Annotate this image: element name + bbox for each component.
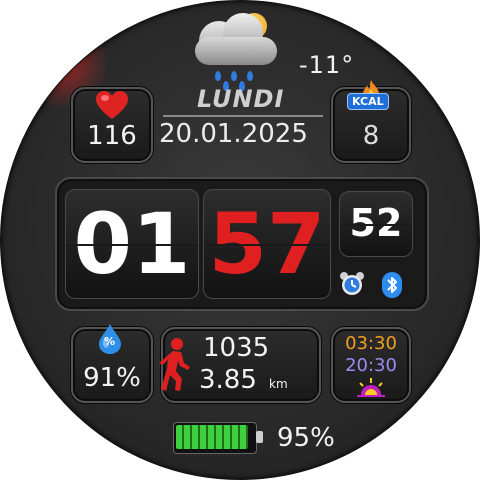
battery-fill (176, 425, 248, 449)
sunrise-time: 03:30 (345, 333, 397, 354)
heart-icon (95, 91, 129, 121)
sunrise-sunset-box[interactable]: 03:30 20:30 (331, 327, 411, 403)
distance-unit: km (269, 377, 288, 391)
temperature-value: -11° (299, 51, 355, 79)
heart-rate-box[interactable]: 116 (71, 87, 153, 163)
sunrise-icon (355, 377, 387, 397)
walking-person-icon (153, 337, 193, 393)
humidity-badge: % (104, 335, 116, 348)
humidity-value: 91% (83, 363, 141, 393)
activity-box[interactable]: 1035 3.85 km (159, 327, 321, 403)
minutes-tile[interactable]: 57 (203, 189, 331, 299)
minutes-flap-line (204, 244, 330, 246)
sunset-time: 20:30 (345, 355, 397, 376)
seconds-flap-line (340, 224, 412, 226)
water-drop-icon (97, 323, 123, 355)
seconds-tile[interactable]: 52 (339, 191, 413, 257)
heart-rate-value: 116 (87, 121, 137, 151)
alarm-clock-icon[interactable] (339, 271, 365, 297)
seconds-value: 52 (349, 201, 403, 245)
date-divider (163, 115, 323, 117)
bluetooth-icon[interactable] (381, 271, 403, 299)
hours-flap-line (66, 244, 198, 246)
calories-box[interactable]: KCAL 8 (331, 80, 411, 163)
hours-tile[interactable]: 01 (65, 189, 199, 299)
battery-icon (173, 422, 265, 454)
partly-cloudy-rain-icon (191, 7, 281, 91)
calories-value: 8 (362, 121, 380, 151)
day-name: LUNDI (197, 85, 285, 113)
humidity-box[interactable]: % 91% (71, 324, 153, 403)
date-text: 20.01.2025 (159, 119, 308, 149)
steps-value: 1035 (203, 333, 270, 363)
battery-value: 95% (277, 423, 335, 453)
distance-value: 3.85 (199, 365, 257, 395)
kcal-badge: KCAL (347, 93, 389, 110)
